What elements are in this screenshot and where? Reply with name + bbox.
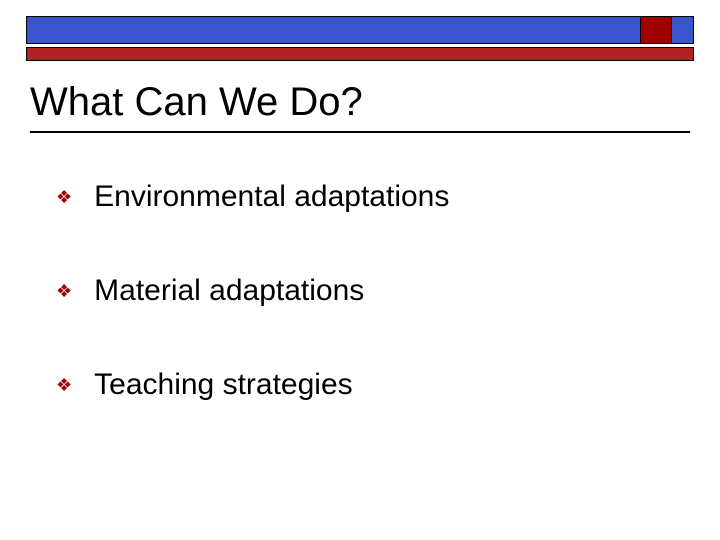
diamond-bullet-icon: ❖	[56, 274, 72, 308]
bullet-text: Material adaptations	[94, 274, 364, 308]
slide-title: What Can We Do?	[30, 80, 690, 133]
accent-square	[640, 16, 672, 44]
header-decorative-bars	[26, 16, 694, 61]
title-area: What Can We Do?	[30, 80, 690, 133]
diamond-bullet-icon: ❖	[56, 180, 72, 214]
diamond-bullet-icon: ❖	[56, 368, 72, 402]
list-item: ❖ Teaching strategies	[56, 368, 680, 402]
list-item: ❖ Environmental adaptations	[56, 180, 680, 214]
bullet-text: Teaching strategies	[94, 368, 353, 402]
blue-bar	[26, 16, 694, 44]
red-bar	[26, 47, 694, 61]
bullet-list: ❖ Environmental adaptations ❖ Material a…	[56, 180, 680, 462]
bullet-text: Environmental adaptations	[94, 180, 449, 214]
list-item: ❖ Material adaptations	[56, 274, 680, 308]
